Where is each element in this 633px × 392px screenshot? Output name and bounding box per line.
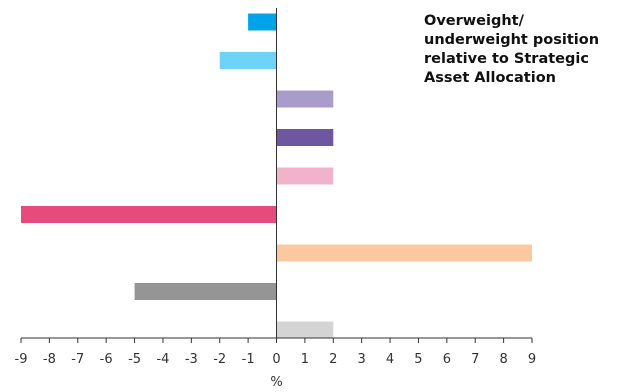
x-tick-label: -8 <box>43 352 56 367</box>
x-tick-label: 4 <box>386 352 394 367</box>
bar-3 <box>276 90 334 108</box>
chart-title-line-4: Asset Allocation <box>424 70 556 86</box>
x-tick-label: -6 <box>100 352 113 367</box>
x-tick-label: -2 <box>213 352 226 367</box>
bar-8 <box>134 283 277 300</box>
x-tick-label: 1 <box>301 352 309 367</box>
x-tick-label: 6 <box>443 352 451 367</box>
x-tick-label: -4 <box>156 352 169 367</box>
x-tick-label: -5 <box>128 352 141 367</box>
bar-6 <box>21 206 277 223</box>
x-tick-label: 8 <box>499 352 507 367</box>
x-tick-label: 5 <box>414 352 422 367</box>
bars-group <box>21 13 532 339</box>
chart-title-line-3: relative to Strategic <box>424 51 589 67</box>
x-tick-label: -1 <box>242 352 255 367</box>
x-axis-ticks: -9 -8 -7 -6 -5 -4 -3 -2 -1 0 1 2 3 4 5 6 7 8 9 <box>15 338 536 367</box>
x-tick-label: 7 <box>471 352 479 367</box>
x-tick-label: -3 <box>185 352 198 367</box>
x-tick-label: 2 <box>329 352 337 367</box>
chart-title: Overweight/ underweight position relativ… <box>424 12 629 88</box>
bar-4 <box>276 129 334 146</box>
x-tick-label: -9 <box>15 352 28 367</box>
bar-1 <box>248 13 277 31</box>
x-tick-label: 9 <box>528 352 536 367</box>
bar-5 <box>276 167 334 185</box>
x-tick-label: 3 <box>358 352 366 367</box>
chart-title-line-1: Overweight/ <box>424 13 524 29</box>
chart-title-line-2: underweight position <box>424 32 600 48</box>
bar-7 <box>276 244 532 262</box>
x-tick-label: 0 <box>272 352 280 367</box>
x-tick-label: -7 <box>71 352 84 367</box>
bar-2 <box>219 52 277 69</box>
x-axis-title: % <box>270 375 282 390</box>
bar-9 <box>276 321 334 339</box>
